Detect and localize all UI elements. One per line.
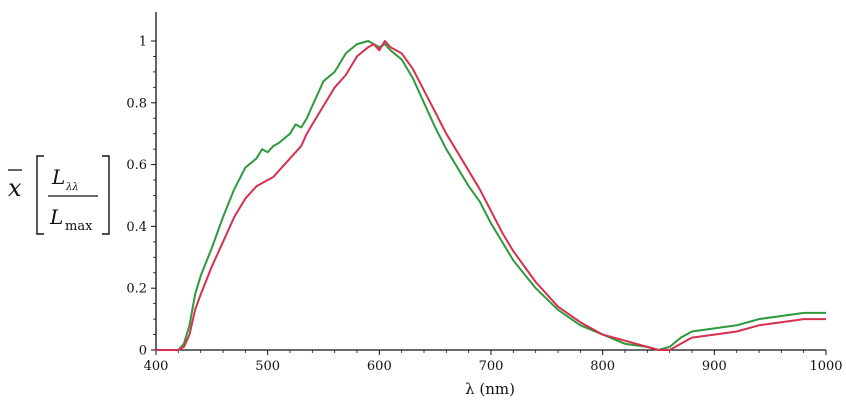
x-axis-label: λ (nm) bbox=[465, 380, 515, 398]
x-tick-label: 400 bbox=[144, 359, 169, 374]
y-tick-label: 0 bbox=[139, 344, 147, 359]
tick-labels: 400 500 600 700 800 900 1000 0 0.2 0.4 0.6 0.8 1 bbox=[126, 35, 842, 375]
x-tick-label: 700 bbox=[479, 359, 504, 374]
series-line-1 bbox=[156, 40, 826, 351]
x-tick-label: 600 bbox=[367, 359, 392, 374]
series-layer bbox=[156, 40, 826, 351]
y-tick-label: 0.4 bbox=[126, 220, 147, 235]
numerator-subscript: λλ bbox=[65, 182, 79, 193]
series-line-2 bbox=[156, 40, 826, 351]
denominator-subscript: max bbox=[65, 219, 93, 234]
x-tick-label: 500 bbox=[255, 359, 280, 374]
numerator-letter: L bbox=[51, 165, 65, 189]
x-tick-label: 900 bbox=[702, 359, 727, 374]
x-tick-label: 1000 bbox=[809, 359, 842, 374]
left-bracket bbox=[36, 155, 44, 235]
y-axis-label: x L λλ L max bbox=[8, 155, 110, 235]
denominator-letter: L bbox=[49, 205, 63, 229]
right-bracket bbox=[102, 155, 110, 235]
x-tick-label: 800 bbox=[590, 359, 615, 374]
y-tick-label: 0.6 bbox=[126, 158, 147, 173]
y-tick-label: 0.8 bbox=[126, 96, 147, 111]
y-label-prefix: x bbox=[8, 174, 22, 202]
chart-axes bbox=[151, 12, 827, 355]
y-tick-label: 0.2 bbox=[126, 282, 147, 297]
y-tick-label: 1 bbox=[139, 35, 147, 50]
